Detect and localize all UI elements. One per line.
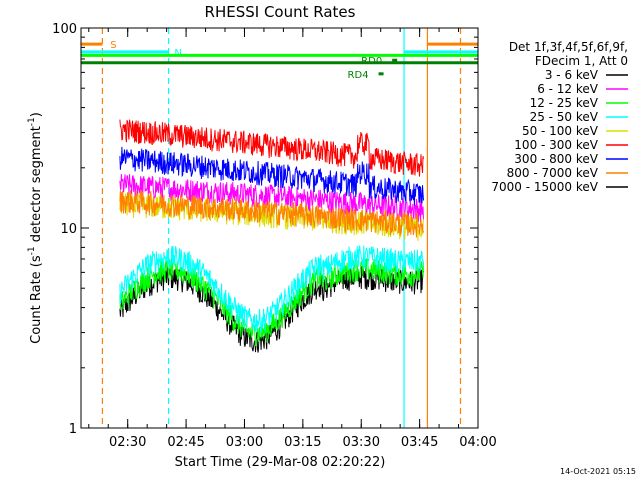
x-axis-ticks: 02:30 02:45 03:00 03:15 03:30 03:45 04:00 (88, 28, 497, 450)
legend-label: 100 - 300 keV (514, 138, 598, 152)
flag-marker-label: RD4 (348, 70, 369, 81)
series-line (119, 146, 424, 206)
flag-marker-label: RD0 (361, 56, 382, 67)
legend-label: 3 - 6 keV (545, 68, 599, 82)
series-line (119, 119, 424, 177)
x-tick-label: 02:30 (109, 435, 146, 450)
vertical-markers (101, 28, 462, 428)
y-tick-label: 100 (52, 22, 77, 37)
legend-label: 7000 - 15000 keV (491, 180, 598, 194)
x-tick-label: 04:00 (459, 435, 496, 450)
y-axis-ticks: 1 10 100 (52, 22, 478, 437)
legend-label: 6 - 12 keV (537, 82, 599, 96)
series-line (119, 192, 424, 241)
x-tick-label: 03:00 (226, 435, 263, 450)
plot-frame (80, 27, 479, 429)
legend-label: 50 - 100 keV (522, 124, 599, 138)
chart-title: RHESSI Count Rates (205, 3, 356, 21)
x-tick-label: 03:30 (343, 435, 380, 450)
legend-header-line1: Det 1f,3f,4f,5f,6f,9f, (509, 40, 628, 54)
legend-label: 300 - 800 keV (514, 152, 598, 166)
series-group (119, 119, 424, 353)
series-line (119, 245, 424, 333)
x-tick-label: 03:15 (284, 435, 321, 450)
legend-header-line2: FDecim 1, Att 0 (535, 54, 628, 68)
series-line (119, 189, 424, 238)
x-tick-label: 02:45 (167, 435, 204, 450)
flag-label: N (174, 48, 181, 59)
y-axis-label: Count Rate (s-1 detector segment-1) (27, 112, 44, 344)
y-tick-label: 10 (60, 222, 77, 237)
x-tick-label: 03:45 (401, 435, 438, 450)
x-axis-label: Start Time (29-Mar-08 02:20:22) (175, 455, 386, 470)
flag-bars: S N RD4 RD0 (81, 40, 478, 81)
flag-label: S (110, 40, 116, 51)
legend-label: 12 - 25 keV (530, 96, 599, 110)
y-tick-label: 1 (69, 422, 77, 437)
footer-timestamp: 14-Oct-2021 05:15 (560, 467, 636, 476)
legend-label: 800 - 7000 keV (507, 166, 599, 180)
legend-label: 25 - 50 keV (530, 110, 599, 124)
legend: Det 1f,3f,4f,5f,6f,9f, FDecim 1, Att 0 3… (491, 40, 628, 194)
